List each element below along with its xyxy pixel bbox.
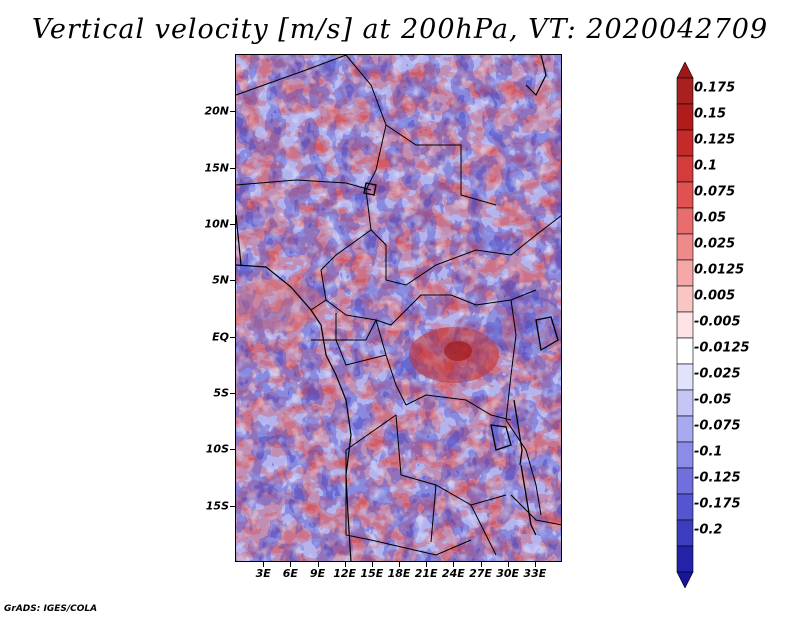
colorbar-swatch: [676, 467, 694, 495]
colorbar-level-label: -0.075: [694, 418, 741, 434]
colorbar-level-label: 0.0125: [694, 262, 745, 278]
lon-tick-mark: [453, 562, 455, 567]
lat-tick-label: 5N: [212, 273, 229, 287]
lon-tick-mark: [507, 562, 509, 567]
colorbar-swatch: [676, 311, 694, 339]
colorbar-top-extend: [676, 62, 694, 79]
lat-tick-label: EQ: [212, 330, 229, 344]
colorbar-level-label: 0.075: [694, 184, 736, 200]
colorbar-swatch: [676, 233, 694, 261]
lon-tick-mark: [534, 562, 536, 567]
field-neutral-texture: [236, 55, 562, 562]
velocity-field-map: [236, 55, 562, 562]
downdraft-east: [486, 295, 562, 355]
lon-tick-label: 9E: [309, 567, 326, 580]
coastlines: [236, 55, 547, 562]
colorbar-level-label: 0.15: [694, 106, 727, 122]
colorbar-swatch: [676, 155, 694, 183]
map-title: Vertical velocity [m/s] at 200hPa, VT: 2…: [31, 14, 769, 45]
colorbar-level-label: -0.2: [694, 522, 723, 538]
colorbar-swatch: [676, 259, 694, 287]
lon-tick-mark: [371, 562, 373, 567]
lat-tick-mark: [230, 449, 236, 451]
lon-tick-mark: [344, 562, 346, 567]
colorbar-swatch: [676, 519, 694, 547]
lon-tick-label: 21E: [414, 567, 438, 580]
lon-tick-mark: [290, 562, 292, 567]
lon-tick-mark: [263, 562, 265, 567]
lon-tick-label: 12E: [333, 567, 357, 580]
colorbar-swatch: [676, 181, 694, 209]
lon-tick-label: 33E: [523, 567, 547, 580]
colorbar-level-label: -0.05: [694, 392, 732, 408]
lon-tick-mark: [426, 562, 428, 567]
map-plot-area[interactable]: [236, 55, 562, 562]
lon-tick-label: 27E: [469, 567, 492, 580]
lon-tick-label: 18E: [387, 567, 411, 580]
lat-tick-mark: [230, 111, 236, 113]
lon-tick-label: 24E: [441, 567, 465, 580]
colorbar-swatch: [676, 77, 694, 105]
lat-tick-mark: [230, 224, 236, 225]
lat-tick-mark: [230, 393, 236, 394]
colorbar-swatch: [676, 441, 694, 469]
colorbar-level-label: -0.175: [694, 496, 741, 512]
lat-tick-label: 20N: [204, 104, 229, 118]
colorbar-swatch: [676, 545, 694, 573]
updraft-max: [444, 341, 472, 361]
lat-tick-label: 5S: [213, 386, 229, 400]
colorbar-swatch: [676, 363, 694, 391]
colorbar-level-label: 0.125: [694, 132, 736, 148]
colorbar-level-label: 0.175: [694, 80, 736, 96]
colorbar-level-label: 0.005: [694, 288, 736, 304]
colorbar-swatch: [676, 493, 694, 521]
lat-tick-mark: [230, 336, 236, 338]
colorbar-level-label: -0.125: [694, 470, 741, 486]
lon-tick-mark: [399, 562, 400, 567]
lon-tick-mark: [317, 562, 319, 567]
lat-tick-label: 15S: [205, 499, 229, 513]
lon-tick-mark: [480, 562, 482, 567]
colorbar-swatch: [676, 129, 694, 157]
lat-tick-label: 10N: [204, 217, 229, 231]
lon-tick-label: 30E: [496, 567, 520, 580]
colorbar: [676, 62, 694, 588]
lat-tick-mark: [230, 167, 236, 169]
colorbar-level-label: 0.025: [694, 236, 736, 252]
lakes: [363, 182, 559, 536]
colorbar-swatch: [676, 207, 694, 235]
lon-tick-label: 15E: [360, 567, 384, 580]
colorbar-swatch: [676, 415, 694, 443]
colorbar-swatch: [676, 103, 694, 131]
lat-tick-label: 10S: [205, 442, 229, 456]
colorbar-level-label: 0.05: [694, 210, 727, 226]
colorbar-swatch: [676, 389, 694, 417]
colorbar-swatch: [676, 337, 694, 365]
country-borders: [236, 55, 562, 556]
colorbar-level-label: -0.1: [694, 444, 723, 460]
colorbar-bottom-extend: [676, 571, 694, 588]
lat-tick-mark: [230, 280, 236, 282]
lon-tick-label: 3E: [255, 567, 271, 580]
lat-tick-label: 15N: [204, 161, 229, 175]
lon-tick-label: 6E: [282, 567, 298, 580]
grads-credit: GrADS: IGES/COLA: [4, 604, 98, 614]
colorbar-swatch: [676, 285, 694, 313]
updraft-west: [236, 280, 326, 330]
colorbar-level-label: -0.025: [694, 366, 741, 382]
colorbar-level-label: -0.0125: [694, 340, 750, 356]
colorbar-level-label: 0.1: [694, 158, 718, 174]
lat-tick-mark: [230, 505, 236, 507]
colorbar-level-label: -0.005: [694, 314, 741, 330]
